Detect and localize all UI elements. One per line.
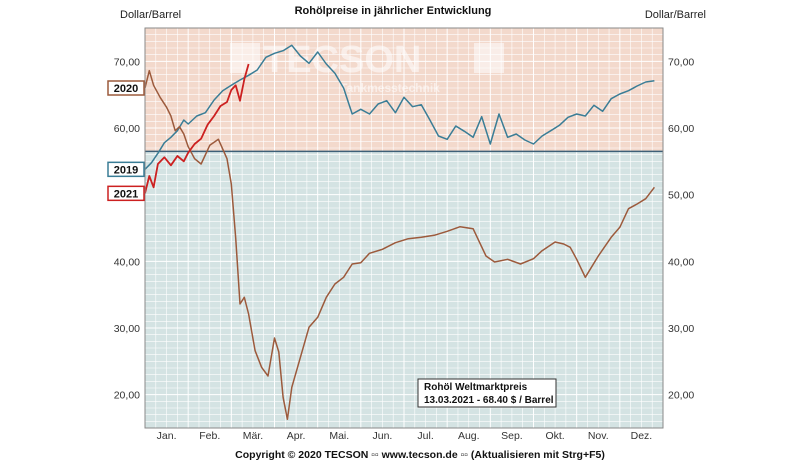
y-tick-label-right: 20,00 — [668, 390, 694, 402]
y-tick-label-left: 20,00 — [114, 390, 140, 402]
x-tick-label: Dez. — [631, 430, 653, 442]
watermark-logo-left — [230, 43, 260, 73]
x-tick-label: Mär. — [243, 430, 263, 442]
x-tick-label: Jun. — [372, 430, 392, 442]
grid — [145, 28, 663, 428]
legend-label-2021: 2021 — [114, 188, 138, 200]
annotation-box: Rohöl Weltmarktpreis 13.03.2021 - 68.40 … — [417, 378, 557, 408]
y-tick-label-right: 30,00 — [668, 323, 694, 335]
legend-label-2020: 2020 — [114, 83, 138, 95]
watermark-brand: TECSON — [263, 39, 421, 81]
series-line-2021 — [144, 63, 250, 194]
footer-copyright: Copyright © 2020 TECSON ▫▫ www.tecson.de… — [235, 449, 605, 461]
annotation-frame — [417, 378, 557, 408]
x-tick-label: Mai. — [329, 430, 349, 442]
x-tick-label: Feb. — [199, 430, 220, 442]
y-tick-label-right: 40,00 — [668, 256, 694, 268]
legend: 2019 2020 2021 — [107, 80, 145, 202]
x-tick-label: Aug. — [458, 430, 480, 442]
y-tick-label-right: 50,00 — [668, 190, 694, 202]
x-tick-label: Jul. — [417, 430, 433, 442]
x-tick-label: Jan. — [157, 430, 177, 442]
annotation-line1: Rohöl Weltmarktpreis — [424, 382, 528, 393]
y-axis-right: 20,00 30,00 40,00 50,00 60,00 70,00 — [668, 56, 694, 401]
plot-frame — [144, 27, 664, 429]
y-tick-label-left: 30,00 — [114, 323, 140, 335]
series-line-2020 — [144, 69, 655, 421]
watermark-logo-right — [474, 43, 504, 73]
legend-label-2019: 2019 — [114, 164, 138, 176]
watermark-sub: Tankmesstechnik — [340, 81, 440, 95]
x-tick-label: Sep. — [501, 430, 523, 442]
y-tick-label-right: 60,00 — [668, 123, 694, 135]
chart-title: Rohölpreise in jährlicher Entwicklung — [295, 5, 492, 17]
annotation-line2: 13.03.2021 - 68.40 $ / Barrel — [424, 395, 554, 406]
legend-box-2020 — [107, 80, 145, 96]
series-group — [144, 44, 655, 421]
y-tick-label-left: 40,00 — [114, 256, 140, 268]
legend-box-2019 — [107, 161, 145, 178]
x-tick-label: Nov. — [588, 430, 609, 442]
x-tick-label: Apr. — [287, 430, 306, 442]
y-tick-label-left: 60,00 — [114, 123, 140, 135]
y-unit-left: Dollar/Barrel — [120, 9, 181, 21]
x-tick-label: Okt. — [545, 430, 564, 442]
y-tick-label-right: 70,00 — [668, 56, 694, 68]
y-tick-label-left: 70,00 — [114, 56, 140, 68]
y-unit-right: Dollar/Barrel — [645, 9, 706, 21]
legend-box-2021 — [107, 185, 145, 202]
x-axis: Jan. Feb. Mär. Apr. Mai. Jun. Jul. Aug. Sep. Okt.… — [157, 430, 653, 442]
series-line-2019 — [144, 44, 655, 170]
